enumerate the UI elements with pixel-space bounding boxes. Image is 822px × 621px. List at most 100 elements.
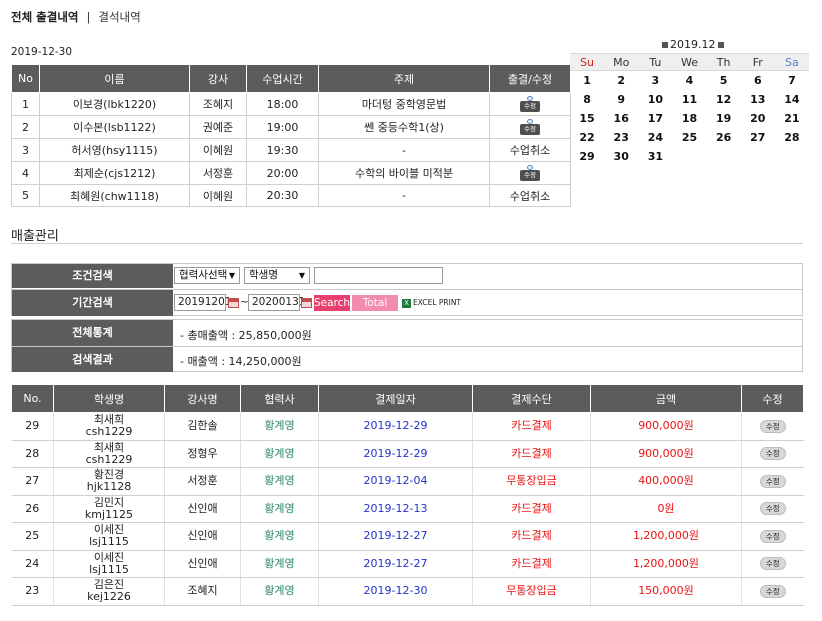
camera-edit-icon[interactable]: 수정 [520, 164, 540, 182]
search-button[interactable]: Search [314, 295, 351, 311]
calendar-day[interactable]: 8 [583, 92, 591, 106]
cell-no: 24 [11, 550, 54, 578]
calendar-day[interactable]: 3 [651, 73, 660, 87]
calendar-day[interactable]: 7 [788, 73, 796, 87]
field-select-value: 학생명 [249, 269, 278, 281]
cell-name: 최혜원(chw1118) [39, 184, 190, 207]
cell-no: 5 [11, 184, 40, 207]
calendar-day[interactable]: 2 [617, 73, 626, 87]
calendar-day[interactable]: 17 [647, 111, 663, 125]
cell-no: 4 [11, 161, 40, 185]
col-topic: 주제 [318, 64, 490, 93]
edit-button[interactable]: 수정 [759, 557, 786, 571]
partner-select[interactable]: 협력사선택 ▼ [174, 267, 240, 284]
keyword-input[interactable] [314, 267, 443, 284]
excel-print-button[interactable]: X EXCEL PRINT [402, 298, 461, 308]
col-amount: 금액 [590, 384, 742, 413]
table-row: 27 황진경 hjk1128 서정훈 황계영 2019-12-04 무통장입금 400,000… [11, 467, 804, 496]
cell-amount: 0원 [590, 495, 742, 523]
field-select[interactable]: 학생명 ▼ [244, 267, 310, 284]
calendar-day [775, 147, 809, 166]
calendar-day[interactable]: 20 [750, 111, 766, 125]
edit-button[interactable]: 수정 [759, 474, 786, 488]
cell-payment-method: 카드결제 [472, 522, 591, 551]
calendar-day[interactable]: 30 [613, 149, 629, 163]
edit-button[interactable]: 수정 [759, 419, 786, 433]
camera-edit-icon[interactable]: 수정 [520, 95, 540, 113]
calendar-day[interactable]: 25 [681, 130, 698, 144]
calendar-day[interactable]: 12 [715, 92, 732, 106]
cell-partner: 황계영 [240, 412, 319, 441]
cell-teacher: 신인애 [164, 522, 241, 551]
table-row: 24 이세진 lsj1115 신인애 황계영 2019-12-27 카드결제 1,200,00… [11, 550, 804, 578]
cell-amount: 400,000원 [590, 467, 742, 496]
edit-button[interactable]: 수정 [759, 584, 786, 598]
cell-time: 19:30 [246, 138, 319, 162]
condition-search-label: 조건검색 [12, 264, 173, 288]
cell-no: 25 [11, 522, 54, 551]
calendar-day[interactable]: 13 [750, 92, 766, 106]
cell-teacher: 권예준 [189, 115, 247, 139]
calendar-week: 1 2 3 4 5 6 7 [570, 71, 809, 90]
student-name: 이세진 [93, 523, 125, 537]
cell-teacher: 조혜지 [164, 577, 241, 606]
cell-student: 황진경 hjk1128 [53, 467, 165, 496]
student-name: 최새희 [93, 413, 125, 427]
calendar-day[interactable]: 16 [613, 111, 629, 125]
calendar-day[interactable]: 21 [784, 111, 800, 125]
cell-time: 20:00 [246, 161, 319, 185]
calendar-day[interactable]: 26 [715, 130, 732, 144]
edit-button[interactable]: 수정 [759, 529, 786, 543]
weekday-sa: Sa [774, 53, 809, 71]
total-button[interactable]: Total [352, 295, 398, 311]
calendar-day[interactable]: 9 [617, 92, 626, 106]
calendar-day[interactable]: 15 [579, 111, 595, 125]
calendar-day[interactable]: 11 [681, 92, 698, 106]
col-no: No [11, 64, 40, 93]
calendar-month: 2019.12 [670, 38, 716, 51]
calendar-day[interactable]: 5 [719, 73, 728, 87]
excel-print-label: EXCEL PRINT [413, 298, 462, 307]
calendar-day[interactable]: 14 [784, 92, 800, 106]
table-row: 29 최새희 csh1229 김한솔 황계영 2019-12-29 카드결제 900,000원… [11, 412, 804, 441]
calendar-day[interactable]: 10 [647, 92, 663, 106]
calendar-day[interactable]: 23 [613, 130, 629, 144]
calendar-icon[interactable] [301, 298, 312, 308]
calendar-day[interactable]: 22 [579, 130, 595, 144]
col-name: 이름 [39, 64, 190, 93]
edit-button[interactable]: 수정 [759, 502, 786, 516]
calendar-icon[interactable] [228, 298, 239, 308]
calendar-day[interactable]: 28 [784, 130, 800, 144]
calendar-day[interactable]: 29 [579, 149, 595, 163]
cell-name: 이보경(lbk1220) [39, 92, 190, 116]
cell-no: 3 [11, 138, 40, 162]
calendar-day[interactable]: 24 [647, 130, 663, 144]
tab-all-attendance[interactable]: 전체 출결내역 [11, 10, 79, 24]
cell-no: 29 [11, 412, 54, 441]
weekday-we: We [672, 53, 707, 71]
end-date-input[interactable]: 20200131 [248, 294, 305, 311]
calendar-day[interactable]: 27 [750, 130, 766, 144]
calendar-day[interactable]: 4 [685, 73, 694, 87]
weekday-su: Su [570, 53, 605, 71]
calendar-day[interactable]: 18 [681, 111, 698, 125]
attendance-row: 2 이수본(lsb1122) 권예준 19:00 쎈 중등수학1(상) 수정 [11, 115, 571, 139]
camera-edit-icon[interactable]: 수정 [520, 118, 540, 136]
cell-status: 수정 [489, 161, 571, 185]
top-tabs: 전체 출결내역 | 결석내역 [11, 9, 141, 25]
cell-payment-date: 2019-12-29 [318, 412, 473, 441]
period-search-label: 기간검색 [12, 290, 173, 316]
calendar-day[interactable]: 6 [753, 73, 762, 87]
next-month-icon[interactable] [717, 42, 724, 48]
tab-absence[interactable]: 결석내역 [98, 10, 141, 24]
student-id: kej1226 [87, 590, 131, 604]
cell-status: 수업취소 [489, 184, 571, 207]
prev-month-icon[interactable] [662, 42, 668, 48]
calendar-day[interactable]: 1 [583, 73, 591, 87]
calendar-day[interactable]: 31 [647, 149, 663, 163]
start-date-input[interactable]: 20191201 [174, 294, 231, 311]
date-range-separator: ~ [240, 296, 249, 308]
edit-button[interactable]: 수정 [759, 447, 786, 461]
calendar-day[interactable]: 19 [715, 111, 732, 125]
cell-student: 김은진 kej1226 [53, 577, 165, 606]
